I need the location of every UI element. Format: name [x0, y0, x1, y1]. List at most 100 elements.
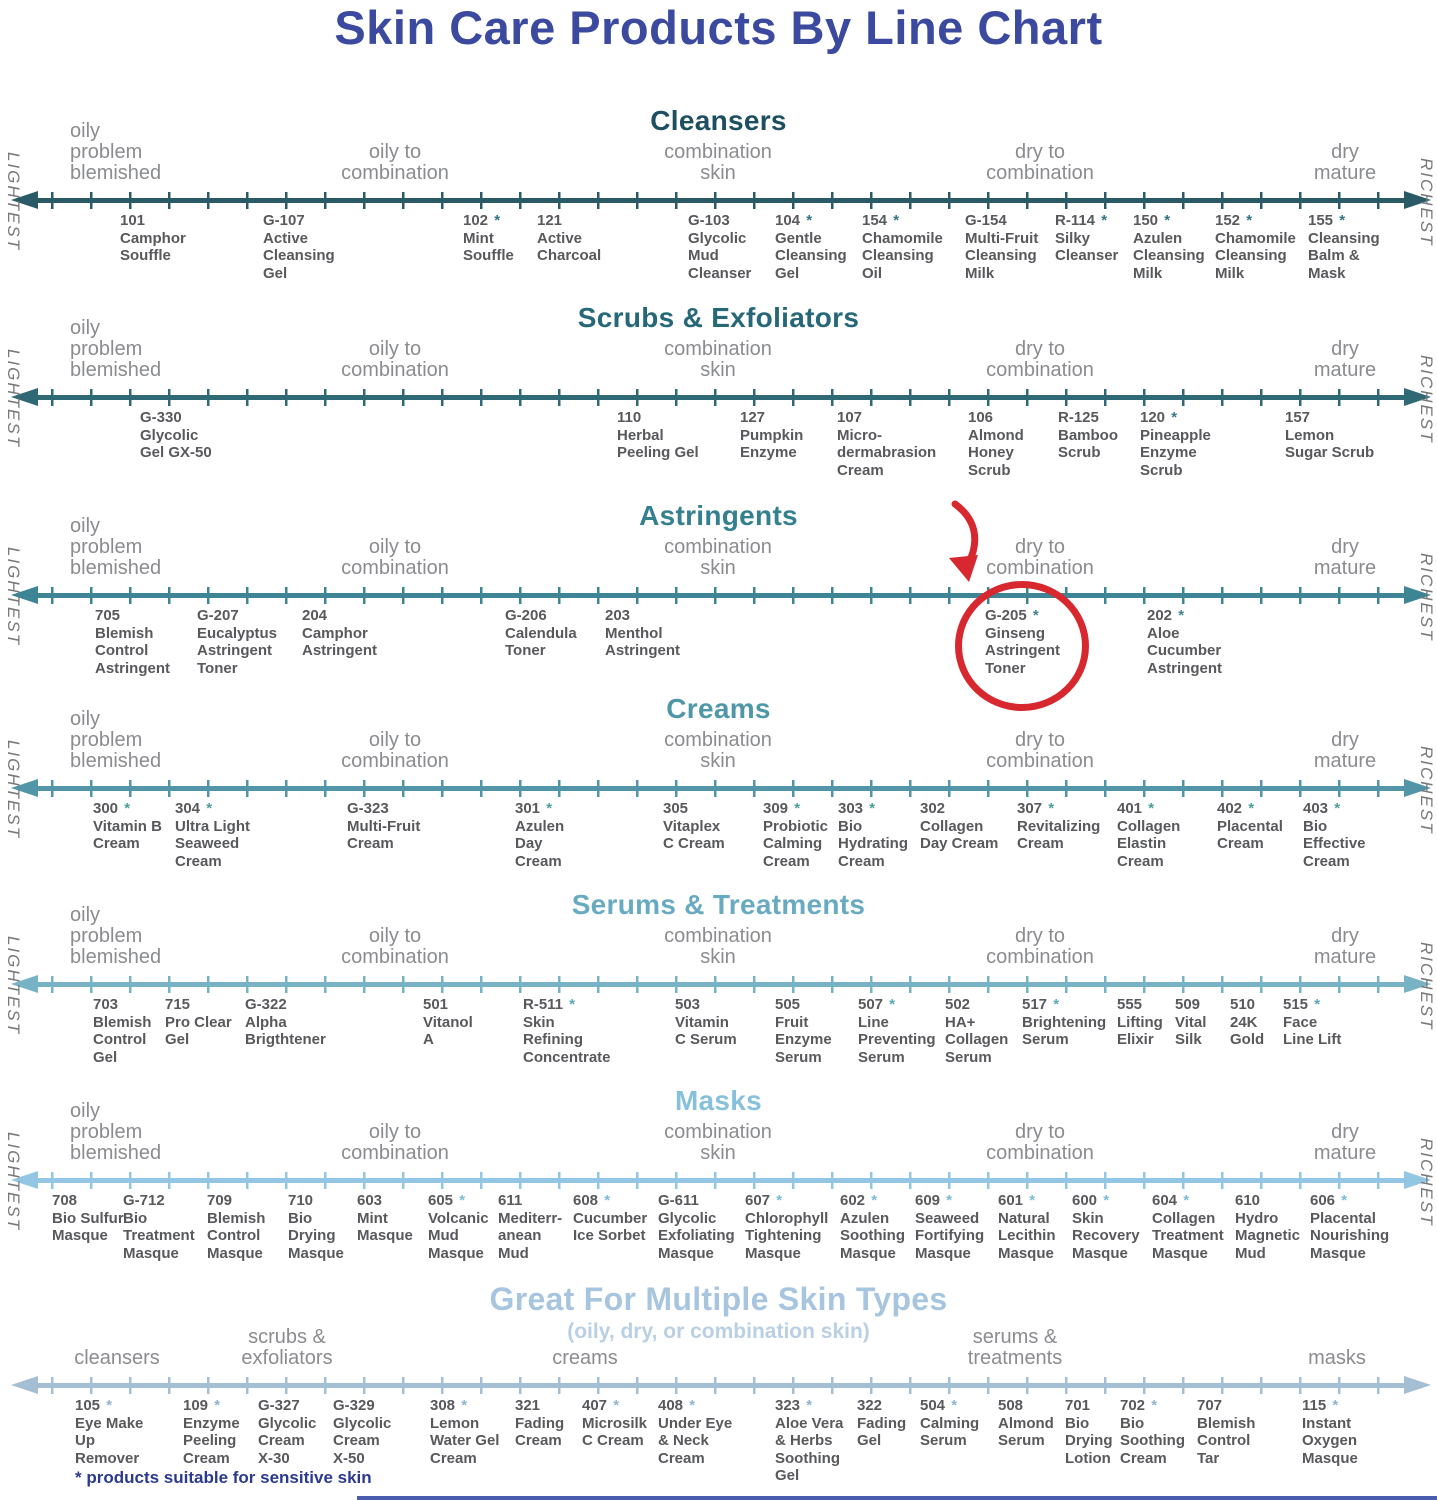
product-name: Eucalyptus Astringent Toner — [197, 624, 278, 677]
lightest-label: LIGHTEST — [4, 349, 23, 449]
product-name: Bio Hydrating Cream — [838, 817, 909, 870]
sensitive-skin-asterisk: * — [1330, 800, 1341, 817]
product-610: 610 Hydro Magnetic Mud — [1235, 1192, 1300, 1262]
product-307: 307 * Revitalizing Cream — [1017, 800, 1100, 853]
product-name: Vitamin B Cream — [93, 817, 162, 853]
section-heading-multi-skin-types: Great For Multiple Skin Types — [489, 1281, 948, 1317]
product-508: 508 Almond Serum — [998, 1397, 1054, 1450]
product-code: 606 * — [1310, 1192, 1348, 1209]
axis-multi-skin-types — [11, 1376, 1431, 1394]
highlight-circle — [955, 581, 1089, 711]
richest-label: RICHEST — [1417, 1137, 1436, 1227]
product-name: Brightening Serum — [1022, 1013, 1107, 1049]
product-501: 501 Vitanol A — [423, 996, 473, 1049]
product-code: G-330 — [140, 409, 182, 426]
product-110: 110 Herbal Peeling Gel — [617, 409, 699, 462]
skin-type-label: oily to combination — [341, 338, 449, 381]
lightest-label: LIGHTEST — [4, 936, 23, 1036]
product-code: 127 — [740, 409, 766, 426]
product-name: Bio Drying Lotion — [1065, 1414, 1113, 1467]
product-604: 604 * Collagen Treatment Masque — [1152, 1192, 1224, 1262]
product-710: 710 Bio Drying Masque — [288, 1192, 344, 1262]
product-code: 150 * — [1133, 212, 1171, 229]
axis-ticks — [51, 976, 1391, 993]
skin-type-label: combination skin — [664, 729, 772, 772]
product-G-327: G-327 Glycolic Cream X-30 — [258, 1397, 316, 1467]
richest-label: RICHEST — [1417, 157, 1436, 247]
sensitive-skin-asterisk: * — [210, 1397, 221, 1414]
product-407: 407 * Microsilk C Cream — [582, 1397, 647, 1450]
product-name: Azulen Soothing Masque — [840, 1209, 905, 1262]
skin-type-label: cleansers — [74, 1347, 160, 1369]
sensitive-skin-asterisk: * — [490, 212, 501, 229]
sensitive-skin-asterisk: * — [1242, 212, 1253, 229]
product-name: Calendula Toner — [505, 624, 577, 660]
product-name: Collagen Elastin Cream — [1117, 817, 1181, 870]
product-code: 402 * — [1217, 800, 1255, 817]
axis-masks — [11, 1171, 1431, 1189]
product-name: Almond Honey Scrub — [968, 426, 1024, 479]
product-107: 107 Micro- dermabrasion Cream — [837, 409, 936, 479]
product-155: 155 * Cleansing Balm & Mask — [1308, 212, 1380, 282]
sensitive-skin-asterisk: * — [889, 212, 900, 229]
product-code: 509 — [1175, 996, 1201, 1013]
product-152: 152 * Chamomile Cleansing Milk — [1215, 212, 1296, 282]
product-608: 608 * Cucumber Ice Sorbet — [573, 1192, 647, 1245]
product-code: 154 * — [862, 212, 900, 229]
sensitive-skin-asterisk: * — [802, 1397, 813, 1414]
axis-arrow-left — [11, 388, 38, 406]
product-517: 517 * Brightening Serum — [1022, 996, 1106, 1049]
product-name: Almond Serum — [998, 1414, 1054, 1450]
axis-creams — [11, 779, 1431, 797]
product-code: R-511 * — [523, 996, 576, 1013]
product-code: 501 — [423, 996, 449, 1013]
product-name: Bio Treatment Masque — [123, 1209, 195, 1262]
product-name: Calming Serum — [920, 1414, 980, 1450]
product-302: 302 Collagen Day Cream — [920, 800, 998, 853]
product-600: 600 * Skin Recovery Masque — [1072, 1192, 1140, 1262]
sensitive-skin-asterisk: * — [1337, 1192, 1348, 1209]
product-name: Camphor Souffle — [120, 229, 186, 265]
product-code: 203 — [605, 607, 631, 624]
product-127: 127 Pumpkin Enzyme — [740, 409, 803, 462]
product-name: Collagen Day Cream — [920, 817, 999, 853]
product-name: Seaweed Fortifying Masque — [915, 1209, 985, 1262]
product-G-206: G-206 Calendula Toner — [505, 607, 577, 660]
product-name: Bamboo Scrub — [1058, 426, 1118, 462]
product-300: 300 * Vitamin B Cream — [93, 800, 162, 853]
product-code: 110 — [617, 409, 642, 426]
product-name: Silky Cleanser — [1055, 229, 1119, 265]
product-105: 105 * Eye Make Up Remover — [75, 1397, 143, 1467]
product-304: 304 * Ultra Light Seaweed Cream — [175, 800, 250, 870]
product-109: 109 * Enzyme Peeling Cream — [183, 1397, 240, 1467]
sensitive-skin-asterisk: * — [1244, 800, 1255, 817]
product-name: Blemish Control Gel — [93, 1013, 152, 1066]
skin-type-label: dry mature — [1313, 536, 1377, 579]
richest-label: RICHEST — [1417, 941, 1436, 1031]
product-code: 102 * — [463, 212, 501, 229]
sensitive-skin-asterisk: * — [865, 800, 876, 817]
skin-type-label: oily to combination — [341, 141, 449, 184]
section-heading-masks: Masks — [674, 1085, 763, 1116]
product-303: 303 * Bio Hydrating Cream — [838, 800, 908, 870]
product-code: 204 — [302, 607, 328, 624]
product-name: 24K Gold — [1230, 1013, 1265, 1049]
sensitive-skin-asterisk: * — [947, 1397, 958, 1414]
sensitive-skin-asterisk: * — [1049, 996, 1060, 1013]
skin-type-label: oily to combination — [341, 925, 449, 968]
product-code: G-712 — [123, 1192, 165, 1209]
product-code: 300 * — [93, 800, 131, 817]
axis-ticks — [51, 192, 1391, 209]
product-name: Pumpkin Enzyme — [740, 426, 804, 462]
sensitive-skin-asterisk: * — [1328, 1397, 1339, 1414]
product-name: Bio Drying Masque — [288, 1209, 344, 1262]
product-code: 601 * — [998, 1192, 1036, 1209]
sensitive-skin-asterisk: * — [1044, 800, 1055, 817]
product-name: Eye Make Up Remover — [75, 1414, 144, 1467]
product-name: Lemon Water Gel Cream — [430, 1414, 500, 1467]
product-106: 106 Almond Honey Scrub — [968, 409, 1024, 479]
section-heading-serums-treatments: Serums & Treatments — [571, 889, 866, 920]
skin-type-label: oily problem blemished — [70, 120, 162, 184]
axis-arrow-left — [11, 779, 38, 797]
skin-type-label: combination skin — [664, 925, 772, 968]
